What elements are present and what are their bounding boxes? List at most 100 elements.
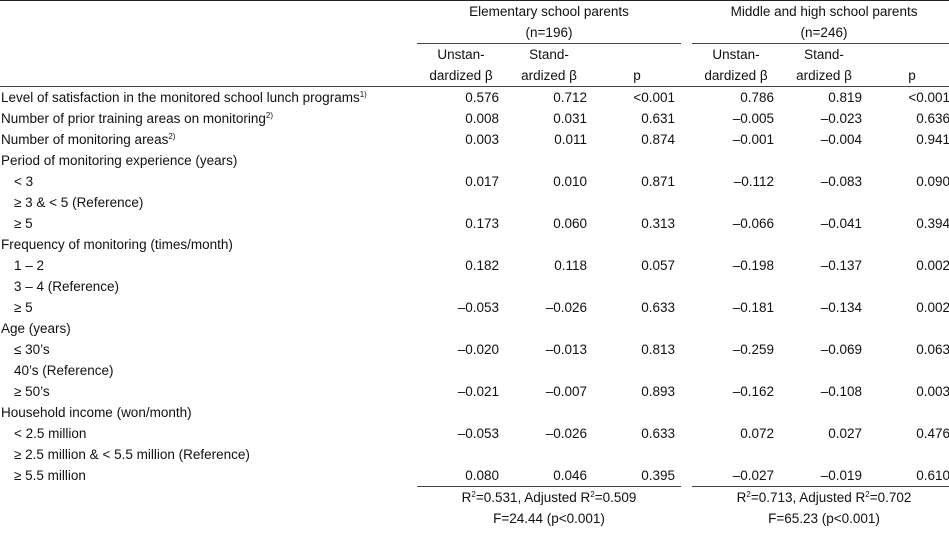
g1-unstd-value bbox=[417, 150, 505, 171]
g1-std-value bbox=[505, 360, 593, 381]
g1-unstd-value: –0.053 bbox=[457, 300, 499, 315]
table-row: 1 – 2 0.182 0.118 0.057 –0.198 –0.137 0.002 bbox=[0, 255, 949, 276]
gap-cell bbox=[681, 487, 692, 530]
gap-cell bbox=[681, 192, 692, 213]
table-row: 40’s (Reference) bbox=[0, 360, 949, 381]
g2-unstd-value: –0.259 bbox=[732, 342, 775, 357]
g1-p-value: 0.813 bbox=[641, 342, 676, 357]
g2-unstd-h1: Unstan- bbox=[712, 47, 760, 62]
row-label: ≥ 5.5 million bbox=[0, 465, 417, 487]
row-label-text: Age (years) bbox=[1, 321, 71, 336]
table-row: ≥ 5.5 million 0.080 0.046 0.395 –0.027 –0.019… bbox=[0, 465, 949, 487]
g1-unstd-value bbox=[417, 318, 505, 339]
g2-r2-end: =0.702 bbox=[869, 490, 912, 505]
g2-std-value bbox=[780, 192, 868, 213]
g2-unstd-value bbox=[692, 276, 780, 297]
row-label: < 2.5 million bbox=[0, 423, 417, 444]
row-label: Age (years) bbox=[0, 318, 417, 339]
g1-r2-mid: =0.531, Adjusted R bbox=[475, 490, 591, 505]
g1-std-value: 0.011 bbox=[554, 132, 587, 147]
g2-p-value: 0.063 bbox=[916, 342, 949, 357]
row-label: ≥ 5 bbox=[0, 297, 417, 318]
g1-p-value: 0.633 bbox=[641, 300, 676, 315]
g1-std-value: 0.031 bbox=[553, 111, 587, 126]
table-row: ≤ 30’s –0.020 –0.013 0.813 –0.259 –0.069 0.063 bbox=[0, 339, 949, 360]
group2-header: Middle and high school parents (n=246) bbox=[692, 0, 949, 44]
g1-p-value bbox=[593, 192, 681, 213]
row-label-text: ≥ 5 bbox=[14, 216, 33, 231]
table-row: Period of monitoring experience (years) bbox=[0, 150, 949, 171]
g1-p-value: 0.633 bbox=[641, 426, 676, 441]
g1-std-value: –0.026 bbox=[545, 300, 587, 315]
table-row: Age (years) bbox=[0, 318, 949, 339]
row-label-text: < 3 bbox=[14, 174, 34, 189]
gap-cell bbox=[681, 213, 692, 234]
g2-p-value: 0.610 bbox=[916, 468, 949, 483]
row-label: Number of prior training areas on monito… bbox=[0, 108, 417, 129]
g1-p-value: 0.871 bbox=[641, 174, 676, 189]
g1-std-header: Stand-ardized β bbox=[505, 43, 593, 87]
g2-p-value bbox=[868, 402, 949, 423]
g2-p-value: 0.090 bbox=[916, 174, 949, 189]
row-label: Number of monitoring areas2) bbox=[0, 129, 417, 150]
g1-std-value: –0.013 bbox=[545, 342, 587, 357]
g1-std-value bbox=[505, 402, 593, 423]
g2-unstd-h2: dardized β bbox=[704, 68, 768, 83]
g2-std-value bbox=[780, 234, 868, 255]
g1-sq-b: 2 bbox=[590, 490, 595, 499]
g1-p-value bbox=[593, 234, 681, 255]
g1-unstd-value: 0.080 bbox=[465, 468, 499, 483]
g1-p-value: 0.893 bbox=[641, 384, 676, 399]
row-label-text: Household income (won/month) bbox=[1, 405, 192, 420]
g2-f-stat: F=65.23 (p<0.001) bbox=[768, 511, 880, 526]
g1-std-h1: Stand- bbox=[529, 47, 569, 62]
g1-std-value: 0.046 bbox=[553, 468, 587, 483]
row-label: ≥ 5 bbox=[0, 213, 417, 234]
gap-cell bbox=[681, 339, 692, 360]
g2-std-value bbox=[780, 150, 868, 171]
g1-p-value bbox=[593, 402, 681, 423]
g2-std-h1: Stand- bbox=[804, 47, 844, 62]
g1-std-value bbox=[505, 150, 593, 171]
g1-unstd-value bbox=[417, 444, 505, 465]
footnote-marker: 2) bbox=[265, 111, 274, 120]
row-label-text: 3 – 4 (Reference) bbox=[14, 279, 120, 294]
corner-cell bbox=[0, 0, 417, 44]
g2-std-value bbox=[780, 276, 868, 297]
group1-n: (n=196) bbox=[525, 25, 573, 40]
g2-std-value: –0.108 bbox=[820, 384, 863, 399]
table-row: ≥ 2.5 million & < 5.5 million (Reference… bbox=[0, 444, 949, 465]
row-label-text: ≥ 50’s bbox=[14, 384, 50, 399]
g2-p-value bbox=[868, 192, 949, 213]
footnote-marker: 2) bbox=[168, 132, 176, 141]
table-row: ≥ 5 –0.053 –0.026 0.633 –0.181 –0.134 0.002 bbox=[0, 297, 949, 318]
g1-unstd-value bbox=[417, 192, 505, 213]
g1-unstd-value: 0.003 bbox=[465, 132, 499, 147]
g1-p-value: 0.395 bbox=[641, 468, 676, 483]
group1-title: Elementary school parents bbox=[469, 4, 629, 19]
g1-p-value: <0.001 bbox=[633, 90, 676, 105]
footer-row: R2=0.531, Adjusted R2=0.509 F=24.44 (p<0.… bbox=[0, 486, 949, 530]
g1-unstd-value bbox=[417, 276, 505, 297]
g2-p-value: 0.003 bbox=[916, 384, 949, 399]
gap-cell bbox=[681, 465, 692, 487]
g2-std-value bbox=[780, 360, 868, 381]
g2-std-value: 0.027 bbox=[828, 426, 863, 441]
row-label-text: Frequency of monitoring (times/month) bbox=[1, 237, 233, 252]
g2-p-value bbox=[868, 360, 949, 381]
g2-unstd-value bbox=[692, 402, 780, 423]
table-row: Level of satisfaction in the monitored s… bbox=[0, 87, 949, 109]
row-label: 1 – 2 bbox=[0, 255, 417, 276]
g2-unstd-value: 0.786 bbox=[740, 90, 775, 105]
g2-std-value: 0.819 bbox=[828, 90, 863, 105]
g1-unstd-value bbox=[417, 360, 505, 381]
g2-p-header: p bbox=[868, 43, 949, 87]
row-label-text: 40’s (Reference) bbox=[14, 363, 114, 378]
g1-unstd-value: 0.576 bbox=[465, 90, 499, 105]
gap-cell bbox=[681, 360, 692, 381]
g1-unstd-value: 0.173 bbox=[465, 216, 499, 231]
g2-unstd-value: –0.162 bbox=[732, 384, 775, 399]
g2-std-value: –0.023 bbox=[820, 111, 863, 126]
g1-unstd-value: 0.008 bbox=[465, 111, 499, 126]
